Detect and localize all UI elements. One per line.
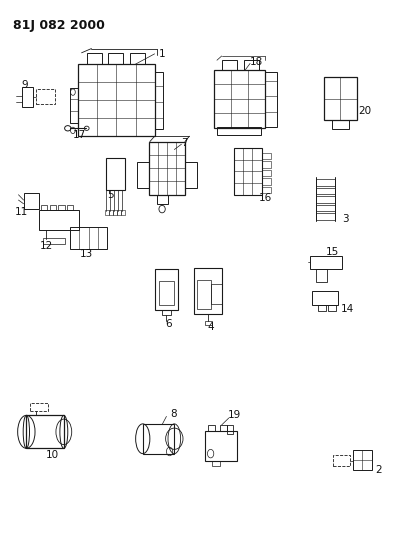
- Bar: [43, 238, 65, 244]
- Text: 1: 1: [159, 49, 166, 59]
- Bar: [30, 402, 48, 411]
- Bar: [23, 87, 33, 107]
- Bar: [324, 77, 357, 120]
- Text: 4: 4: [208, 322, 214, 332]
- Text: 81J 082 2000: 81J 082 2000: [13, 19, 105, 32]
- Bar: [318, 305, 326, 311]
- Bar: [158, 281, 174, 305]
- Bar: [70, 227, 107, 249]
- Text: 3: 3: [342, 214, 348, 224]
- Text: 6: 6: [165, 319, 172, 329]
- Bar: [194, 268, 223, 314]
- Bar: [262, 187, 270, 193]
- Bar: [109, 53, 124, 64]
- Text: 9: 9: [21, 80, 28, 90]
- Text: 5: 5: [107, 190, 114, 200]
- Bar: [205, 321, 212, 325]
- Bar: [154, 72, 163, 130]
- Bar: [262, 169, 270, 176]
- Bar: [24, 193, 39, 209]
- Bar: [265, 72, 277, 127]
- Bar: [223, 60, 238, 70]
- Bar: [220, 425, 227, 431]
- Text: 20: 20: [358, 106, 371, 116]
- Bar: [234, 148, 262, 195]
- Bar: [316, 188, 335, 194]
- Bar: [211, 284, 223, 304]
- Bar: [208, 425, 215, 431]
- Bar: [197, 280, 211, 309]
- Bar: [316, 205, 335, 211]
- Bar: [262, 153, 270, 159]
- Bar: [87, 53, 102, 64]
- Bar: [310, 256, 342, 269]
- Bar: [117, 209, 121, 215]
- Bar: [109, 209, 113, 215]
- Text: 2: 2: [375, 465, 382, 474]
- Bar: [328, 305, 336, 311]
- Text: 16: 16: [259, 193, 272, 204]
- Bar: [217, 127, 261, 135]
- Bar: [70, 88, 78, 123]
- Bar: [333, 455, 350, 466]
- Text: 17: 17: [73, 130, 86, 140]
- Bar: [50, 205, 56, 210]
- Text: 18: 18: [250, 58, 263, 67]
- Text: 13: 13: [80, 249, 93, 259]
- Bar: [155, 269, 178, 310]
- Bar: [156, 195, 168, 204]
- Bar: [316, 179, 335, 185]
- Bar: [227, 425, 233, 434]
- Bar: [130, 53, 145, 64]
- Bar: [107, 158, 126, 190]
- Bar: [58, 205, 65, 210]
- Bar: [27, 415, 64, 448]
- Bar: [36, 90, 55, 104]
- Bar: [312, 292, 338, 305]
- Bar: [105, 209, 109, 215]
- Bar: [205, 431, 237, 461]
- Bar: [121, 209, 125, 215]
- Bar: [316, 196, 335, 203]
- Bar: [113, 209, 117, 215]
- Text: 7: 7: [181, 138, 188, 148]
- Bar: [244, 60, 259, 70]
- Bar: [353, 450, 371, 470]
- Bar: [332, 120, 349, 130]
- Bar: [162, 310, 171, 316]
- Text: 14: 14: [341, 304, 354, 314]
- Bar: [262, 178, 270, 184]
- Text: 8: 8: [170, 409, 177, 419]
- Bar: [148, 142, 185, 195]
- Bar: [39, 210, 79, 230]
- Text: 15: 15: [326, 247, 339, 256]
- Bar: [316, 269, 327, 282]
- Bar: [262, 161, 270, 167]
- Bar: [214, 70, 265, 128]
- Text: 11: 11: [15, 207, 28, 217]
- Bar: [212, 461, 220, 466]
- Text: 10: 10: [46, 450, 59, 460]
- Text: 19: 19: [228, 410, 241, 421]
- Text: 12: 12: [40, 241, 53, 251]
- Bar: [41, 205, 47, 210]
- Bar: [78, 64, 154, 136]
- Bar: [67, 205, 73, 210]
- Bar: [185, 163, 197, 188]
- Bar: [143, 424, 174, 454]
- Bar: [316, 213, 335, 220]
- Bar: [137, 163, 148, 188]
